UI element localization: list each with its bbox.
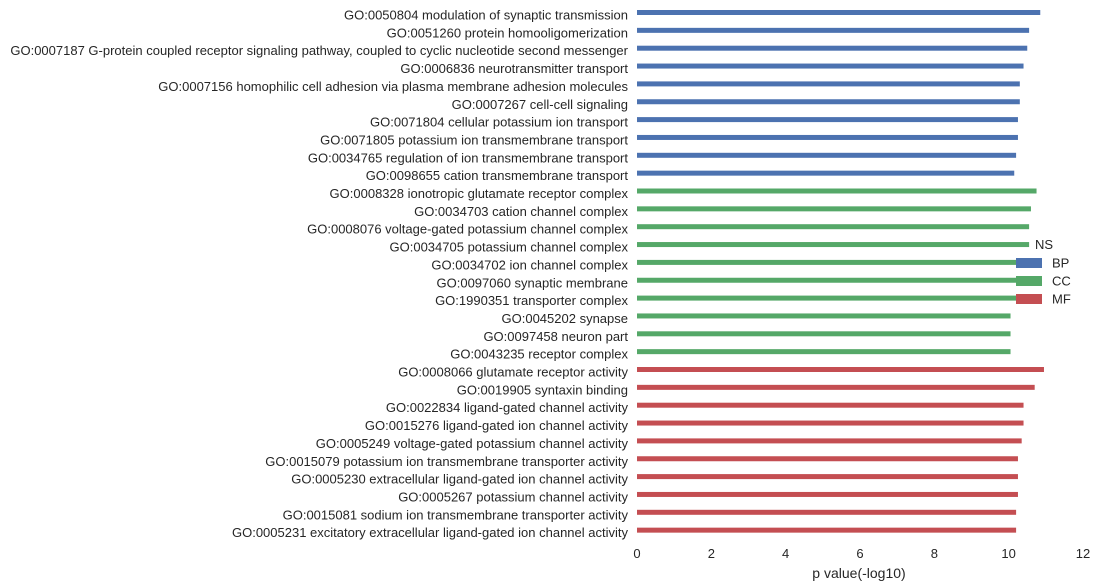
bar-mf: [637, 438, 1022, 444]
x-axis-ticks: 0 2 4 6 8 10 12: [633, 546, 1090, 561]
bar-bp: [637, 152, 1017, 158]
bar-bp: [637, 170, 1015, 176]
category-label: GO:1990351 transporter complex: [435, 293, 628, 308]
category-label: GO:0034702 ion channel complex: [431, 257, 628, 272]
legend: NS BP CC MF: [1016, 237, 1071, 307]
legend-swatch-mf: [1016, 294, 1042, 304]
category-label: GO:0019905 syntaxin binding: [457, 382, 628, 397]
category-label: GO:0045202 synapse: [502, 311, 628, 326]
x-tick-label: 12: [1076, 546, 1090, 561]
bar-cc: [637, 242, 1030, 248]
category-label: GO:0015079 potassium ion transmembrane t…: [265, 454, 628, 469]
x-tick-label: 0: [633, 546, 640, 561]
category-label: GO:0007156 homophilic cell adhesion via …: [158, 79, 628, 94]
category-label: GO:0097060 synaptic membrane: [437, 275, 629, 290]
legend-swatch-cc: [1016, 276, 1042, 286]
category-label: GO:0008066 glutamate receptor activity: [398, 365, 628, 380]
legend-label-bp: BP: [1052, 256, 1069, 271]
bar-bp: [637, 63, 1024, 69]
x-axis-label: p value(-log10): [812, 565, 905, 581]
bar-mf: [637, 491, 1018, 497]
category-label: GO:0006836 neurotransmitter transport: [400, 61, 628, 76]
bar-cc: [637, 206, 1031, 212]
bar-mf: [637, 509, 1017, 515]
bar-bp: [637, 117, 1018, 123]
x-tick-label: 10: [1001, 546, 1015, 561]
bar-cc: [637, 295, 1020, 301]
category-label: GO:0097458 neuron part: [483, 329, 628, 344]
category-label: GO:0034765 regulation of ion transmembra…: [308, 150, 629, 165]
category-label: GO:0005230 extracellular ligand-gated io…: [291, 472, 628, 487]
bar-bp: [637, 99, 1020, 105]
bar-bp: [637, 45, 1028, 51]
category-label: GO:0015081 sodium ion transmembrane tran…: [283, 507, 629, 522]
legend-label-mf: MF: [1052, 292, 1071, 307]
legend-swatch-bp: [1016, 258, 1042, 268]
bar-mf: [637, 456, 1018, 462]
bar-cc: [637, 277, 1022, 283]
category-label: GO:0050804 modulation of synaptic transm…: [344, 8, 628, 23]
x-tick-label: 6: [856, 546, 863, 561]
bar-cc: [637, 313, 1011, 319]
bar-mf: [637, 474, 1018, 480]
bar-bp: [637, 134, 1018, 140]
category-label: GO:0005267 potassium channel activity: [398, 489, 628, 504]
bar-bp: [637, 81, 1020, 87]
category-label: GO:0007187 G-protein coupled receptor si…: [10, 43, 628, 58]
x-tick-label: 4: [782, 546, 789, 561]
category-label: GO:0007267 cell-cell signaling: [452, 97, 628, 112]
x-tick-label: 2: [708, 546, 715, 561]
category-label: GO:0008076 voltage-gated potassium chann…: [307, 222, 628, 237]
bar-cc: [637, 349, 1011, 355]
x-tick-label: 8: [931, 546, 938, 561]
category-label: GO:0071804 cellular potassium ion transp…: [370, 115, 628, 130]
category-label: GO:0034703 cation channel complex: [414, 204, 628, 219]
category-label: GO:0034705 potassium channel complex: [390, 240, 629, 255]
bar-cc: [637, 259, 1024, 265]
category-label: GO:0005249 voltage-gated potassium chann…: [316, 436, 629, 451]
category-label: GO:0015276 ligand-gated ion channel acti…: [365, 418, 629, 433]
bar-mf: [637, 384, 1035, 390]
category-label: GO:0005231 excitatory extracellular liga…: [232, 525, 629, 540]
bars: [637, 10, 1044, 533]
bar-mf: [637, 402, 1024, 408]
category-label: GO:0022834 ligand-gated channel activity: [386, 400, 629, 415]
category-label: GO:0098655 cation transmembrane transpor…: [366, 168, 629, 183]
category-label: GO:0008328 ionotropic glutamate receptor…: [330, 186, 629, 201]
category-label: GO:0043235 receptor complex: [450, 347, 628, 362]
bar-bp: [637, 10, 1041, 15]
bar-cc: [637, 188, 1037, 194]
bar-cc: [637, 224, 1030, 230]
bar-mf: [637, 367, 1044, 372]
bar-cc: [637, 331, 1011, 337]
category-labels: GO:0050804 modulation of synaptic transm…: [10, 8, 628, 541]
bar-mf: [637, 420, 1024, 426]
bar-mf: [637, 527, 1017, 533]
legend-label-cc: CC: [1052, 274, 1071, 289]
legend-title: NS: [1035, 237, 1053, 252]
bar-bp: [637, 27, 1030, 33]
category-label: GO:0071805 potassium ion transmembrane t…: [320, 132, 628, 147]
category-label: GO:0051260 protein homooligomerization: [387, 25, 628, 40]
